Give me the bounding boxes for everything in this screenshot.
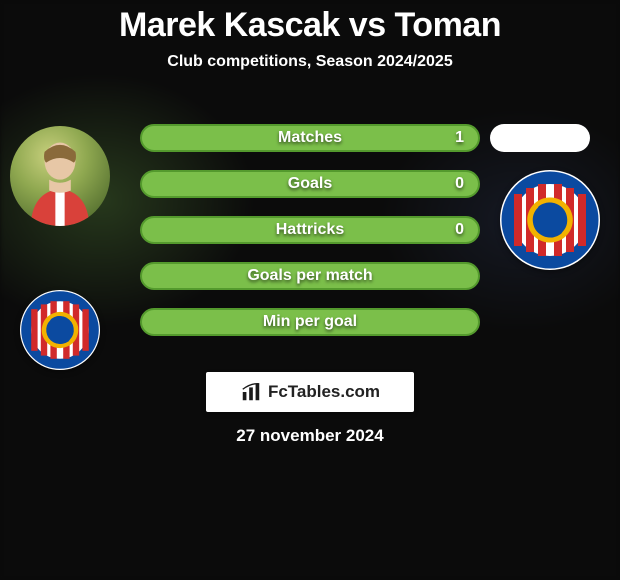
player-left-avatar bbox=[10, 126, 110, 226]
bar-row: Min per goal bbox=[140, 308, 480, 336]
barchart-icon bbox=[240, 381, 262, 403]
bar-row: Goals 0 bbox=[140, 170, 480, 198]
bar-label: Goals per match bbox=[247, 267, 372, 285]
club-crest-right bbox=[500, 170, 600, 270]
bar-value-right: 1 bbox=[455, 129, 464, 147]
watermark-badge: FcTables.com bbox=[206, 372, 414, 412]
subtitle: Club competitions, Season 2024/2025 bbox=[0, 53, 620, 71]
page-title: Marek Kascak vs Toman bbox=[0, 0, 620, 45]
bar-label: Hattricks bbox=[276, 221, 344, 239]
bar-value-right: 0 bbox=[455, 221, 464, 239]
bar-row: Hattricks 0 bbox=[140, 216, 480, 244]
bar-row: Matches 1 bbox=[140, 124, 480, 152]
bar-label: Min per goal bbox=[263, 313, 357, 331]
club-crest-left bbox=[20, 290, 100, 370]
watermark-text: FcTables.com bbox=[268, 382, 380, 402]
crest-icon bbox=[20, 290, 100, 370]
crest-icon bbox=[500, 170, 600, 270]
bar-label: Matches bbox=[278, 129, 342, 147]
comparison-bars: Matches 1 Goals 0 Hattricks 0 Goals per match M… bbox=[140, 124, 480, 354]
player-silhouette-icon bbox=[20, 141, 100, 226]
content-root: Marek Kascak vs Toman Club competitions,… bbox=[0, 0, 620, 580]
player-right-avatar bbox=[490, 124, 590, 152]
bar-label: Goals bbox=[288, 175, 332, 193]
date-text: 27 november 2024 bbox=[0, 426, 620, 446]
bar-row: Goals per match bbox=[140, 262, 480, 290]
bar-value-right: 0 bbox=[455, 175, 464, 193]
